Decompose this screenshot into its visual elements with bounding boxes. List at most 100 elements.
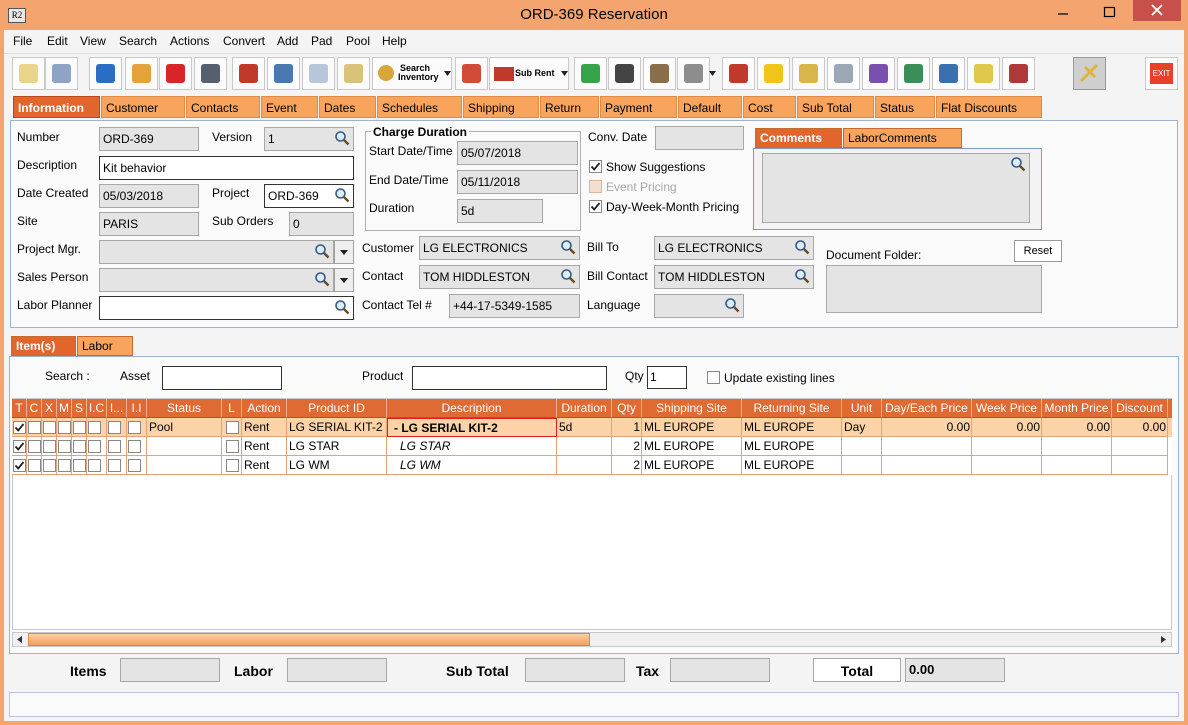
document-folder[interactable] — [826, 265, 1042, 313]
scroll-left[interactable] — [13, 633, 28, 646]
tab[interactable]: Default — [678, 96, 742, 118]
reset-button[interactable]: Reset — [1014, 240, 1062, 262]
toolbar-button[interactable] — [194, 57, 227, 90]
toolbar-button[interactable] — [125, 57, 158, 90]
tab[interactable]: Flat Discounts — [936, 96, 1042, 118]
text-field[interactable]: 0 — [289, 212, 354, 236]
toolbar-button[interactable] — [1073, 57, 1106, 90]
checkbox[interactable] — [707, 371, 720, 384]
toolbar-button[interactable] — [267, 57, 300, 90]
checkbox[interactable] — [88, 459, 101, 472]
text-field[interactable] — [120, 658, 220, 682]
text-field[interactable] — [287, 658, 387, 682]
tab[interactable]: Schedules — [377, 96, 462, 118]
checkbox[interactable] — [128, 440, 141, 453]
checkbox[interactable] — [589, 180, 602, 193]
checkbox[interactable] — [88, 440, 101, 453]
tab[interactable]: Cost — [743, 96, 796, 118]
toolbar-button[interactable] — [757, 57, 790, 90]
item-tab[interactable]: Item(s) — [11, 336, 76, 356]
dropdown-button[interactable] — [334, 240, 354, 264]
search-icon[interactable] — [334, 187, 350, 203]
menu-item[interactable]: Search — [119, 34, 158, 48]
checkbox[interactable] — [108, 459, 121, 472]
comments-text[interactable] — [762, 153, 1030, 223]
toolbar-dropdown[interactable] — [708, 57, 717, 90]
checkbox[interactable] — [73, 459, 86, 472]
text-field[interactable]: 05/11/2018 — [457, 170, 578, 194]
toolbar-button[interactable] — [827, 57, 860, 90]
checkbox[interactable] — [43, 440, 56, 453]
checkbox[interactable] — [226, 440, 239, 453]
search-icon[interactable] — [560, 268, 576, 284]
search-icon[interactable] — [794, 268, 810, 284]
tab[interactable]: Payment — [600, 96, 677, 118]
menu-item[interactable]: Convert — [223, 34, 266, 48]
toolbar-button[interactable] — [302, 57, 335, 90]
menu-item[interactable]: Actions — [170, 34, 210, 48]
toolbar-button[interactable] — [897, 57, 930, 90]
toolbar-button[interactable] — [792, 57, 825, 90]
checkbox[interactable] — [73, 421, 86, 434]
menu-item[interactable]: View — [80, 34, 106, 48]
text-field[interactable] — [412, 366, 607, 390]
tab[interactable]: Contacts — [186, 96, 260, 118]
toolbar-button[interactable] — [722, 57, 755, 90]
search-icon[interactable] — [334, 299, 350, 315]
text-field[interactable] — [99, 240, 334, 264]
toolbar-button[interactable] — [489, 57, 569, 90]
menu-item[interactable]: Edit — [47, 34, 68, 48]
toolbar-button[interactable] — [643, 57, 676, 90]
tab[interactable]: Dates — [319, 96, 376, 118]
text-field[interactable]: 5d — [457, 199, 543, 223]
checkbox[interactable] — [28, 440, 41, 453]
tab[interactable]: Return — [540, 96, 599, 118]
text-field[interactable]: TOM HIDDLESTON — [654, 265, 814, 289]
maximize-button[interactable] — [1086, 0, 1132, 26]
text-field[interactable] — [99, 268, 334, 292]
text-field[interactable]: 05/03/2018 — [99, 184, 199, 208]
search-icon[interactable] — [794, 239, 810, 255]
text-field[interactable] — [670, 658, 770, 682]
scroll-thumb[interactable] — [28, 633, 590, 646]
comment-tab[interactable]: LaborComments — [843, 128, 962, 148]
tab[interactable]: Sub Total — [797, 96, 874, 118]
checkbox[interactable] — [28, 459, 41, 472]
item-tab[interactable]: Labor — [77, 336, 133, 356]
toolbar-button[interactable] — [967, 57, 1000, 90]
menu-item[interactable]: Add — [277, 34, 299, 48]
text-field[interactable] — [525, 658, 625, 682]
text-field[interactable] — [99, 296, 354, 320]
text-field[interactable]: 1 — [647, 366, 687, 389]
tab[interactable]: Event — [261, 96, 318, 118]
text-field[interactable]: +44-17-5349-1585 — [449, 294, 580, 318]
close-button[interactable] — [1133, 0, 1181, 21]
text-field[interactable]: 05/07/2018 — [457, 141, 578, 165]
comment-tab[interactable]: Comments — [755, 128, 842, 148]
search-icon[interactable] — [1010, 156, 1026, 172]
text-field[interactable] — [655, 126, 744, 150]
menu-item[interactable]: File — [13, 34, 33, 48]
menu-item[interactable]: Pad — [311, 34, 333, 48]
tab[interactable]: Information — [13, 96, 100, 118]
toolbar-button[interactable] — [45, 57, 78, 90]
checkbox[interactable] — [589, 160, 602, 173]
toolbar-dropdown[interactable] — [443, 57, 452, 90]
checkbox[interactable] — [58, 440, 71, 453]
checkbox[interactable] — [88, 421, 101, 434]
toolbar-button[interactable] — [862, 57, 895, 90]
checkbox[interactable] — [58, 459, 71, 472]
checkbox[interactable] — [589, 200, 602, 213]
checkbox[interactable] — [13, 440, 26, 453]
checkbox[interactable] — [128, 421, 141, 434]
tab[interactable]: Customer — [101, 96, 185, 118]
search-icon[interactable] — [314, 243, 330, 259]
checkbox[interactable] — [226, 421, 239, 434]
menu-item[interactable]: Help — [382, 34, 407, 48]
toolbar-button[interactable] — [337, 57, 370, 90]
toolbar-button[interactable] — [608, 57, 641, 90]
menu-item[interactable]: Pool — [346, 34, 371, 48]
scroll-right[interactable] — [1156, 633, 1171, 646]
text-field[interactable]: Kit behavior — [99, 156, 354, 180]
checkbox[interactable] — [13, 421, 26, 434]
